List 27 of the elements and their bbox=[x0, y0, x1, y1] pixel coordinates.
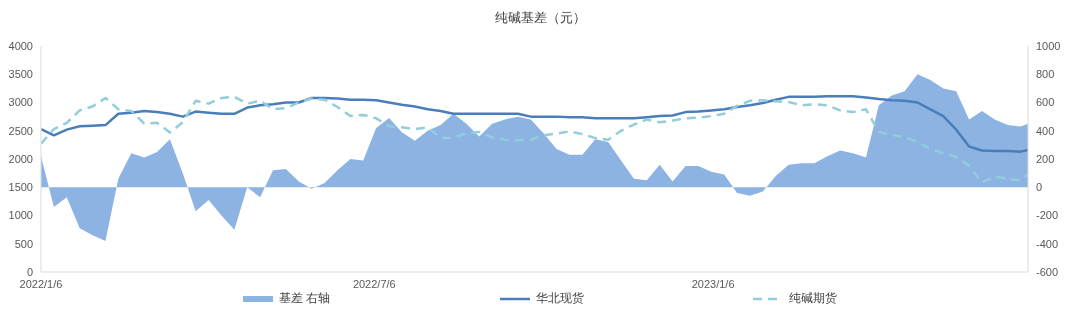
y-tick-label: 2500 bbox=[8, 124, 33, 137]
line-series bbox=[41, 95, 1028, 153]
x-tick-label: 2022/1/6 bbox=[19, 277, 63, 290]
y-tick-label: 1500 bbox=[8, 181, 33, 194]
y2-tick-label: 600 bbox=[1036, 96, 1055, 109]
x-tick-label: 2022/7/6 bbox=[352, 277, 396, 290]
y-tick-label: 4000 bbox=[8, 39, 33, 52]
y2-tick-label: -200 bbox=[1036, 209, 1059, 222]
line-series bbox=[41, 95, 1028, 184]
y2-tick-label: 800 bbox=[1036, 68, 1055, 81]
legend-label: 华北现货 bbox=[535, 290, 584, 307]
y-tick-label: 3000 bbox=[8, 96, 33, 109]
y-tick-label: 1000 bbox=[8, 209, 33, 222]
legend-label: 纯碱期货 bbox=[789, 290, 838, 307]
y2-tick-label: 200 bbox=[1036, 152, 1055, 165]
x-tick-label: 2023/1/6 bbox=[691, 277, 735, 290]
y-tick-label: 500 bbox=[14, 237, 33, 250]
y-tick-label: 3500 bbox=[8, 68, 33, 81]
y2-tick-label: 1000 bbox=[1036, 39, 1061, 52]
y2-tick-label: 400 bbox=[1036, 124, 1055, 137]
y2-tick-label: -600 bbox=[1036, 265, 1059, 278]
y-tick-label: 2000 bbox=[8, 152, 33, 165]
y2-tick-label: 0 bbox=[1036, 181, 1043, 194]
legend-label: 基差 右轴 bbox=[278, 290, 331, 307]
y2-tick-label: -400 bbox=[1036, 237, 1059, 250]
chart-title: 纯碱基差（元） bbox=[493, 9, 587, 27]
y-tick-label: 0 bbox=[26, 265, 33, 278]
